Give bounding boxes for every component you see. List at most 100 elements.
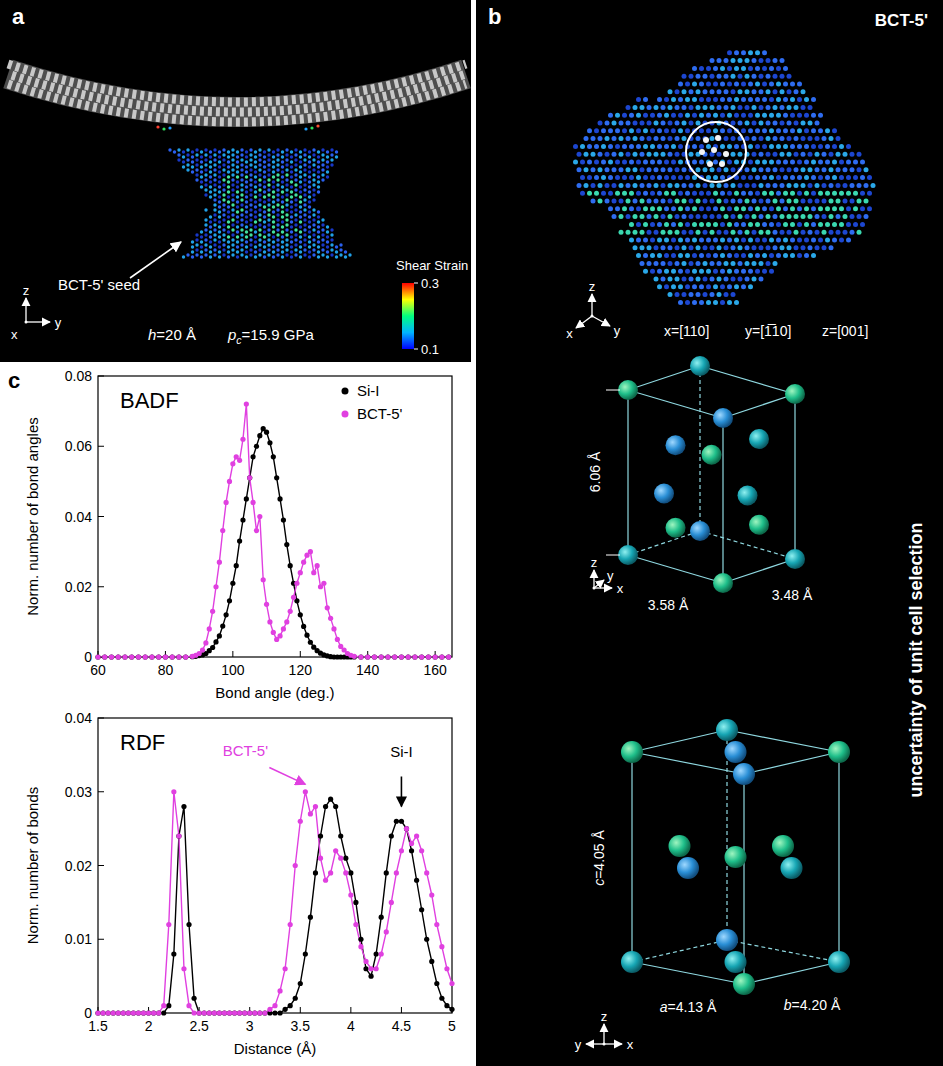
atom	[209, 240, 212, 243]
atom	[191, 160, 194, 163]
atom	[281, 240, 284, 243]
surface-atom	[316, 124, 319, 127]
parameter: pc=15.9 GPa	[227, 326, 314, 346]
atom	[317, 245, 320, 248]
point	[143, 654, 148, 659]
atom	[839, 222, 844, 227]
point	[392, 654, 397, 659]
atom	[703, 199, 708, 204]
atom	[249, 148, 252, 151]
atom	[839, 175, 844, 180]
atom	[204, 233, 207, 236]
atom	[657, 128, 662, 133]
atom	[608, 175, 613, 180]
atom	[689, 152, 694, 157]
atom	[797, 253, 802, 258]
atom	[276, 243, 279, 246]
atom	[240, 218, 243, 221]
point	[365, 654, 370, 659]
atom	[294, 168, 297, 171]
atom	[281, 175, 284, 178]
atom	[657, 175, 662, 180]
atom	[285, 203, 288, 206]
atom	[717, 261, 722, 266]
atom	[263, 150, 266, 153]
panel-letter: a	[12, 4, 25, 29]
atom	[276, 213, 279, 216]
atom	[731, 89, 736, 94]
atom	[281, 195, 284, 198]
atom	[231, 248, 234, 251]
atom	[236, 255, 239, 258]
atom	[699, 222, 704, 227]
atom	[580, 191, 585, 196]
atom	[200, 180, 203, 183]
atom	[745, 230, 750, 235]
cell-edge	[699, 366, 700, 531]
atom	[258, 233, 261, 236]
atom	[272, 220, 275, 223]
atom	[787, 230, 792, 235]
atom	[857, 167, 862, 172]
atom	[766, 58, 771, 63]
atom	[860, 175, 865, 180]
atom	[769, 160, 774, 165]
atom	[308, 200, 311, 203]
atom	[790, 222, 795, 227]
atom	[231, 238, 234, 241]
atom	[272, 225, 275, 228]
series-line	[98, 799, 452, 1013]
atom	[626, 214, 631, 219]
x-tick-label: 3	[246, 1018, 254, 1034]
atom	[706, 284, 711, 289]
cell-edge	[628, 555, 723, 583]
atom	[209, 165, 212, 168]
point	[328, 616, 333, 621]
atom	[787, 74, 792, 79]
atom	[678, 113, 683, 118]
atom	[213, 178, 216, 181]
unit-cell	[621, 719, 850, 995]
point	[227, 479, 232, 484]
axes-icon: zxy	[591, 555, 624, 596]
atom	[285, 168, 288, 171]
atom	[290, 245, 293, 248]
atom	[312, 148, 315, 151]
point	[244, 402, 249, 407]
atom	[696, 230, 701, 235]
atom	[236, 170, 239, 173]
atom	[231, 198, 234, 201]
atom	[276, 233, 279, 236]
direction: y=[1̅10]	[745, 323, 791, 339]
atom	[818, 144, 823, 149]
atom	[608, 206, 613, 211]
atom	[236, 225, 239, 228]
atom	[724, 74, 729, 79]
atom	[720, 82, 725, 87]
atom	[780, 58, 785, 63]
atom	[773, 74, 778, 79]
atom	[836, 167, 841, 172]
atom	[258, 148, 261, 151]
atom	[326, 240, 329, 243]
atom	[263, 205, 266, 208]
atom	[263, 215, 266, 218]
atom	[664, 191, 669, 196]
atom	[748, 238, 753, 243]
indenter	[8, 64, 466, 131]
atom	[657, 269, 662, 274]
atom	[846, 144, 851, 149]
atom	[285, 208, 288, 211]
atom	[321, 168, 324, 171]
atom	[783, 97, 788, 102]
point	[109, 654, 114, 659]
point	[247, 1010, 252, 1015]
atom	[308, 245, 311, 248]
atom	[580, 175, 585, 180]
atom	[312, 218, 315, 221]
atom	[668, 152, 673, 157]
atom	[829, 230, 834, 235]
atom	[294, 198, 297, 201]
atom	[299, 170, 302, 173]
atom	[218, 240, 221, 243]
